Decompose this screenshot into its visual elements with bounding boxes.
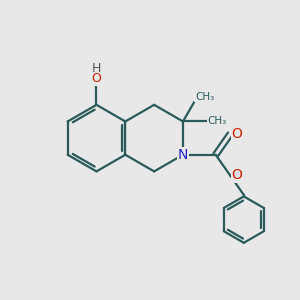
Text: O: O — [92, 73, 101, 85]
Text: CH₃: CH₃ — [208, 116, 227, 127]
Text: H: H — [92, 62, 101, 75]
Text: N: N — [178, 148, 188, 162]
Text: CH₃: CH₃ — [195, 92, 214, 102]
Text: O: O — [231, 169, 242, 182]
Text: O: O — [231, 127, 242, 141]
